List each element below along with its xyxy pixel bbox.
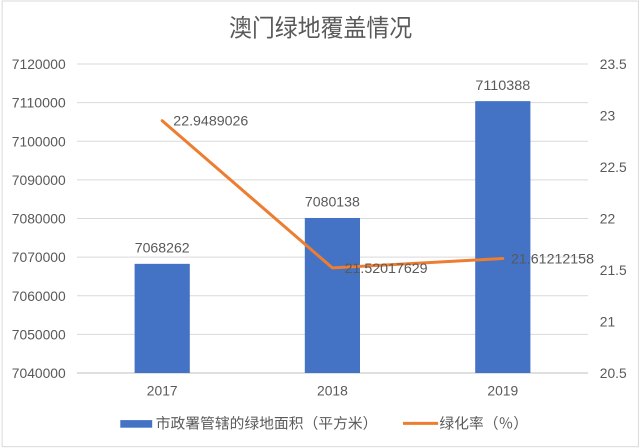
svg-text:2017: 2017 [147, 383, 178, 399]
svg-text:23: 23 [600, 108, 616, 124]
svg-text:7110000: 7110000 [12, 95, 66, 111]
svg-text:2018: 2018 [317, 383, 348, 399]
svg-text:7060000: 7060000 [12, 288, 66, 304]
svg-text:21: 21 [600, 314, 616, 330]
svg-text:7080138: 7080138 [305, 194, 360, 210]
svg-text:21.52017629: 21.52017629 [345, 260, 428, 276]
svg-text:7050000: 7050000 [12, 326, 66, 342]
svg-text:7090000: 7090000 [12, 172, 66, 188]
svg-text:23.5: 23.5 [600, 56, 627, 72]
svg-text:7080000: 7080000 [12, 211, 66, 227]
svg-text:2019: 2019 [487, 383, 518, 399]
svg-text:22: 22 [600, 211, 616, 227]
svg-text:7110388: 7110388 [475, 77, 530, 93]
svg-text:7120000: 7120000 [12, 56, 66, 72]
svg-text:7068262: 7068262 [135, 240, 190, 256]
svg-text:7100000: 7100000 [12, 133, 66, 149]
svg-text:22.5: 22.5 [600, 159, 627, 175]
svg-text:21.5: 21.5 [600, 262, 627, 278]
svg-text:7040000: 7040000 [12, 365, 66, 381]
svg-text:22.9489026: 22.9489026 [173, 113, 248, 129]
svg-text:21.61212158: 21.61212158 [511, 250, 594, 266]
svg-text:20.5: 20.5 [600, 365, 627, 381]
svg-text:7070000: 7070000 [12, 249, 66, 265]
